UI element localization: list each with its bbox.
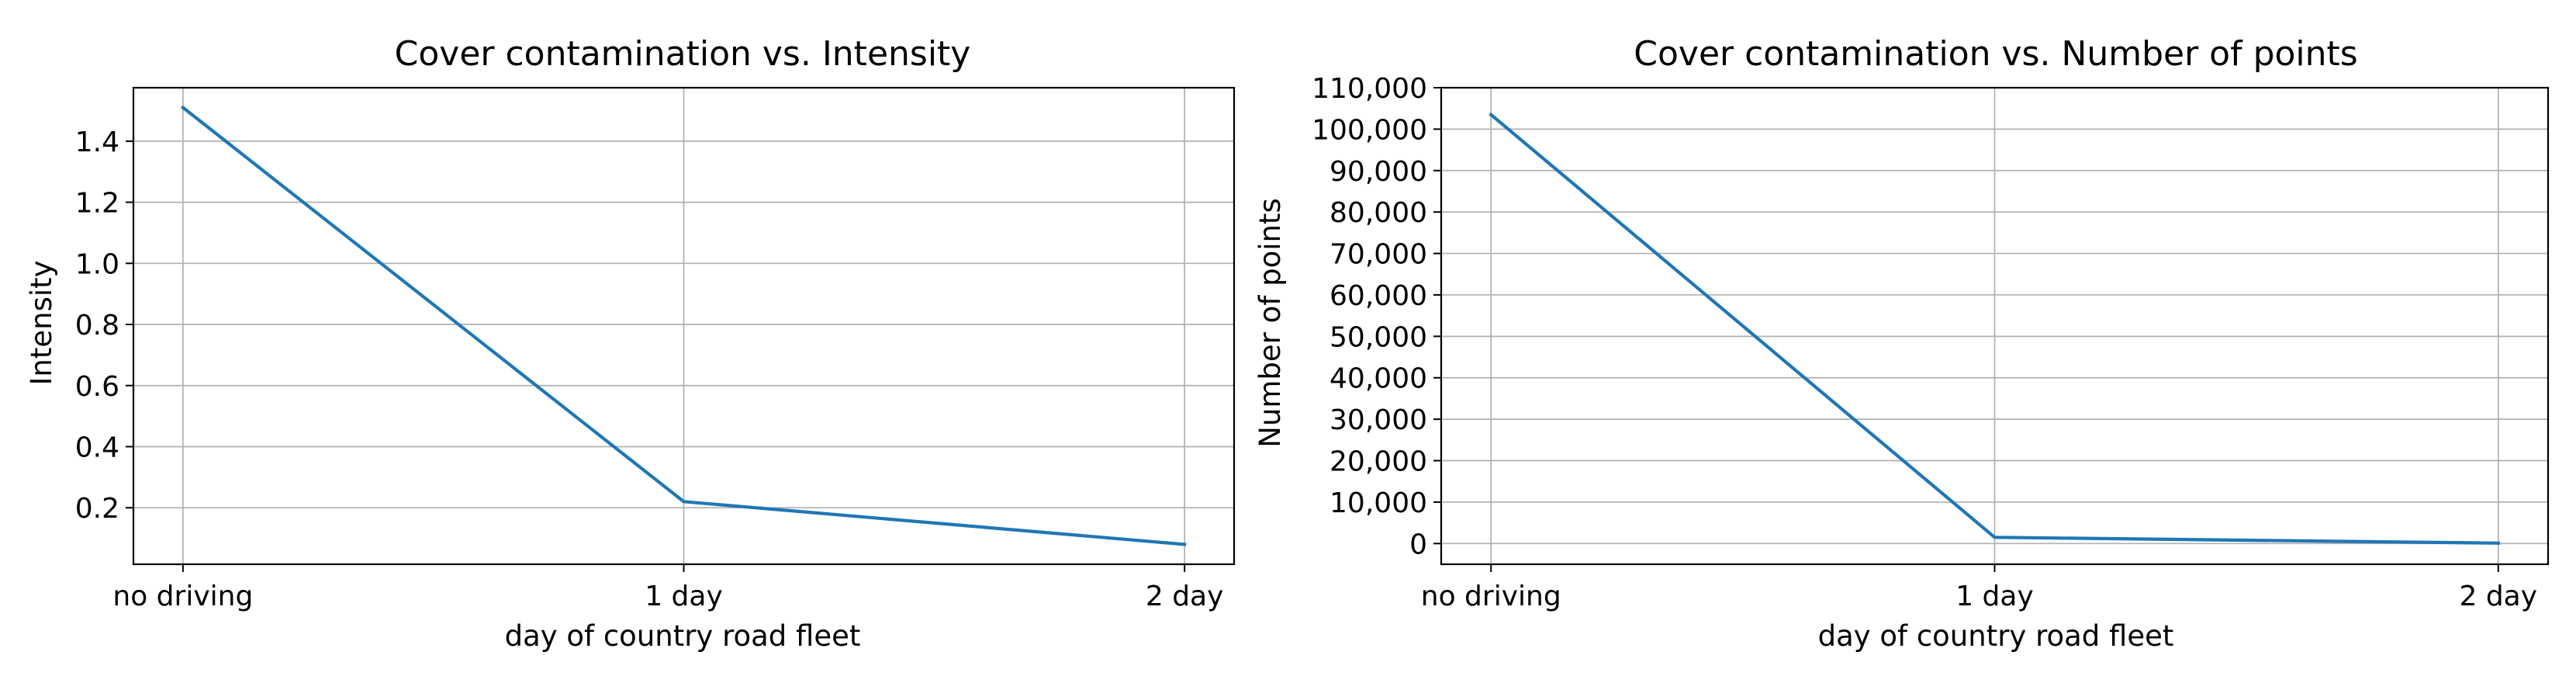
- series-line: [180, 105, 1187, 546]
- y-axis-label: Number of points: [1253, 198, 1287, 447]
- y-tick-label: 100,000: [1312, 114, 1427, 146]
- chart-number-of-points: Cover contamination vs. Number of points…: [1253, 34, 2550, 653]
- y-tick-label: 60,000: [1329, 280, 1427, 312]
- y-tick-label: 80,000: [1329, 197, 1427, 229]
- y-tick-label: 40,000: [1329, 363, 1427, 395]
- y-tick-label: 20,000: [1329, 446, 1427, 478]
- y-tick-label: 110,000: [1312, 73, 1427, 105]
- y-tick-label: 0.4: [75, 432, 119, 463]
- y-tick-label: 90,000: [1329, 156, 1427, 188]
- y-tick-label: 0: [1409, 529, 1427, 560]
- plot-frame: [1440, 86, 2550, 566]
- x-axis-label: day of country road fleet: [505, 619, 861, 653]
- chart-title: Cover contamination vs. Intensity: [395, 34, 971, 74]
- x-tick-label: no driving: [112, 581, 253, 612]
- y-axis-label: Intensity: [25, 260, 58, 385]
- x-axis-label: day of country road fleet: [1818, 619, 2174, 653]
- y-tick-label: 1.0: [75, 248, 119, 280]
- y-tick-label: 0.6: [75, 371, 119, 403]
- chart-intensity: Cover contamination vs. Intensity day of…: [25, 34, 1236, 653]
- x-tick-label: 1 day: [645, 581, 723, 612]
- y-tick-label: 1.2: [75, 188, 119, 220]
- y-tick-label: 0.8: [75, 310, 119, 342]
- x-tick-label: 2 day: [2459, 581, 2537, 612]
- plot-frame: [132, 86, 1236, 566]
- y-tick-label: 10,000: [1329, 487, 1427, 519]
- x-tick-label: 2 day: [1146, 581, 1224, 612]
- y-tick-label: 70,000: [1329, 239, 1427, 271]
- chart-title: Cover contamination vs. Number of points: [1634, 34, 2357, 74]
- y-tick-label: 50,000: [1329, 321, 1427, 353]
- series-line: [1489, 112, 2500, 545]
- x-tick-label: no driving: [1421, 581, 1561, 612]
- y-tick-label: 1.4: [75, 127, 119, 158]
- y-tick-label: 0.2: [75, 493, 119, 525]
- x-tick-label: 1 day: [1955, 581, 2034, 612]
- y-tick-label: 30,000: [1329, 404, 1427, 436]
